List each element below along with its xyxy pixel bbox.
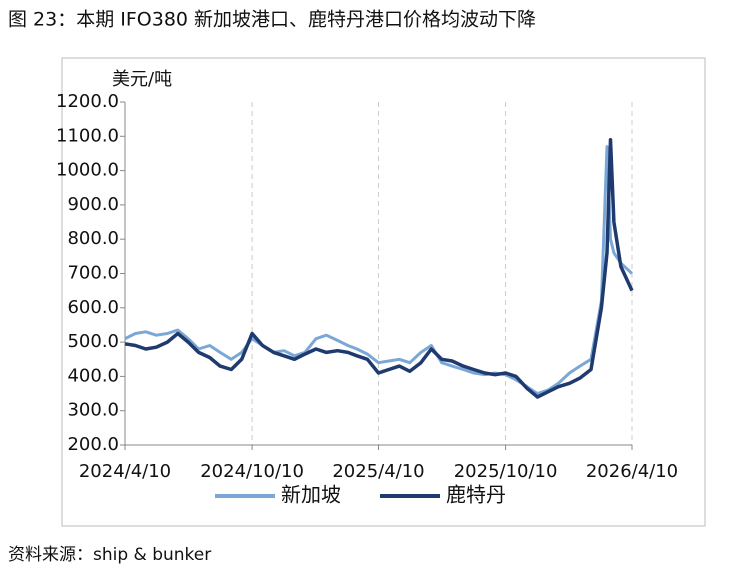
- y-tick-label: 900.0: [67, 194, 119, 215]
- y-tick-label: 600.0: [67, 297, 119, 318]
- chart-frame: [61, 57, 706, 527]
- chart-title: 图 23：本期 IFO380 新加坡港口、鹿特丹港口价格均波动下降: [8, 9, 536, 31]
- x-tick-label: 2024/10/10: [200, 461, 304, 482]
- y-axis-label: 美元/吨: [112, 69, 172, 90]
- x-tick-label: 2024/4/10: [79, 461, 171, 482]
- x-tick-label: 2025/10/10: [454, 461, 558, 482]
- series-line: [124, 145, 634, 396]
- y-tick-label: 700.0: [67, 263, 119, 284]
- y-tick-label: 500.0: [67, 331, 119, 352]
- y-tick-label: 1200.0: [56, 91, 119, 112]
- legend-label: 新加坡: [281, 483, 341, 507]
- series-line: [124, 137, 634, 399]
- x-tick-label: 2026/4/10: [586, 461, 678, 482]
- y-tick-label: 800.0: [67, 228, 119, 249]
- y-tick-label: 200.0: [67, 434, 119, 455]
- y-tick-label: 400.0: [67, 365, 119, 386]
- y-tick-label: 1000.0: [56, 160, 119, 181]
- y-tick-label: 1100.0: [56, 125, 119, 146]
- legend-label: 鹿特丹: [446, 483, 506, 507]
- source-note: 资料来源：ship & bunker: [8, 545, 211, 565]
- x-tick-label: 2025/4/10: [332, 461, 424, 482]
- y-tick-label: 300.0: [67, 400, 119, 421]
